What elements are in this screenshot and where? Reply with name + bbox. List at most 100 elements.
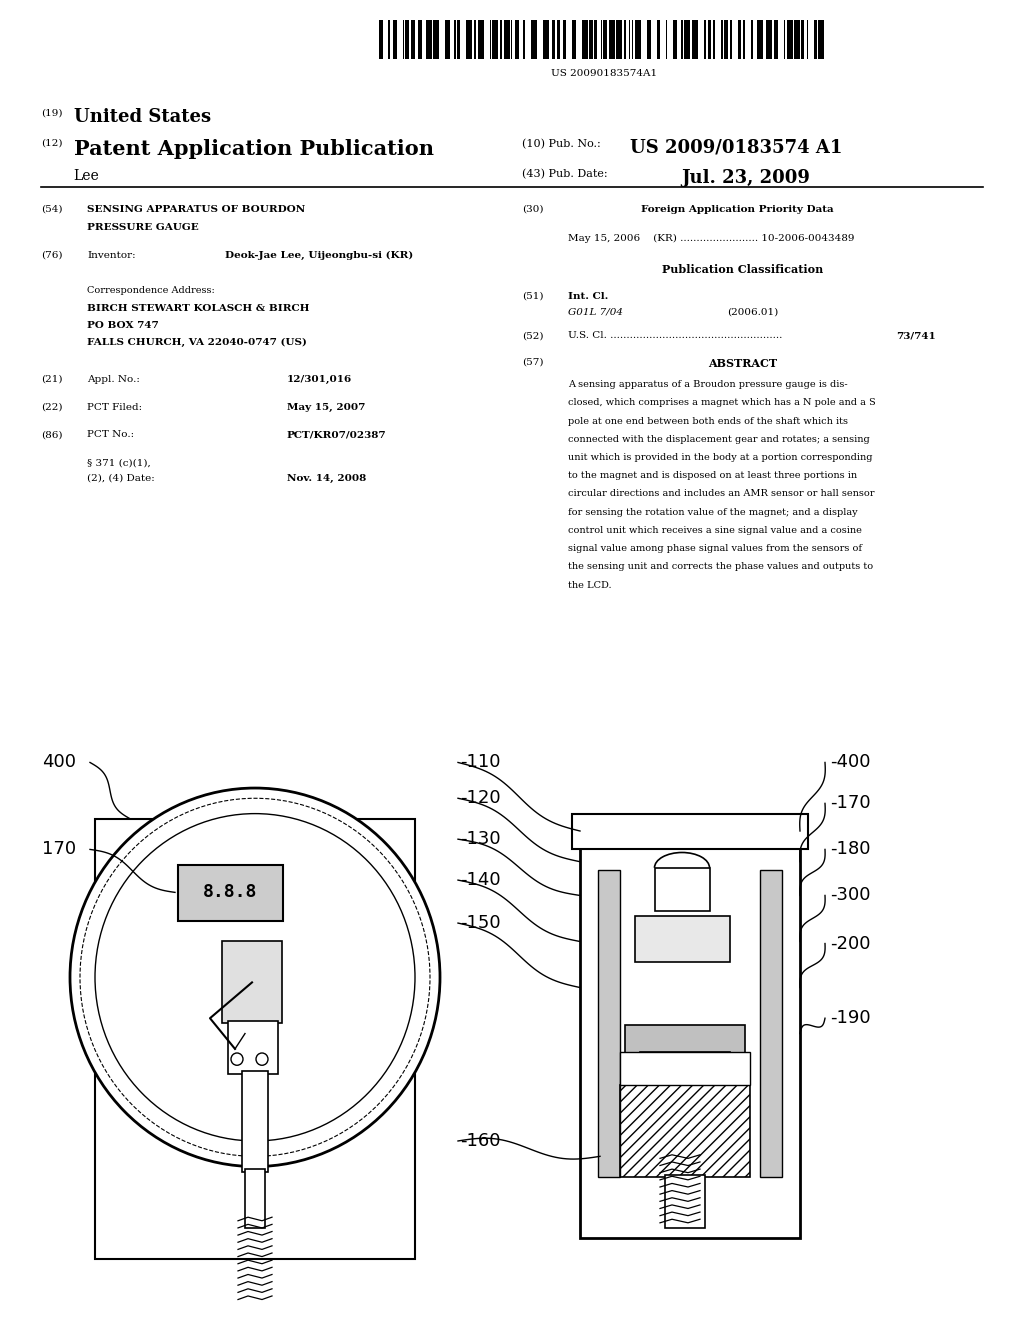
Bar xyxy=(709,20,711,59)
Text: (52): (52) xyxy=(522,331,544,341)
Text: (30): (30) xyxy=(522,205,544,214)
Text: Inventor:: Inventor: xyxy=(87,251,135,260)
Bar xyxy=(228,1022,278,1074)
Text: FALLS CHURCH, VA 22040-0747 (US): FALLS CHURCH, VA 22040-0747 (US) xyxy=(87,338,307,347)
Text: 400: 400 xyxy=(42,754,76,771)
Bar xyxy=(655,867,710,911)
Bar xyxy=(444,20,451,59)
Bar xyxy=(493,20,498,59)
Bar xyxy=(562,20,566,59)
Text: (76): (76) xyxy=(41,251,62,260)
Bar xyxy=(178,865,283,921)
Text: -160: -160 xyxy=(460,1133,501,1150)
Text: 8.8.8: 8.8.8 xyxy=(203,883,257,902)
Bar xyxy=(530,20,537,59)
Bar xyxy=(572,20,575,59)
Bar xyxy=(594,20,597,59)
Bar xyxy=(515,20,519,59)
Bar xyxy=(667,20,668,59)
Text: -120: -120 xyxy=(460,789,501,808)
Bar xyxy=(474,20,476,59)
Text: Nov. 14, 2008: Nov. 14, 2008 xyxy=(287,474,366,483)
Text: (86): (86) xyxy=(41,430,62,440)
Text: connected with the displacement gear and rotates; a sensing: connected with the displacement gear and… xyxy=(568,434,870,444)
Text: -150: -150 xyxy=(460,913,501,932)
Bar xyxy=(635,916,730,962)
Text: 12/301,016: 12/301,016 xyxy=(287,375,352,384)
Bar xyxy=(665,1175,705,1228)
Text: -190: -190 xyxy=(830,1010,870,1027)
Bar xyxy=(388,20,389,59)
Text: ABSTRACT: ABSTRACT xyxy=(708,358,777,368)
Bar xyxy=(557,20,560,59)
Bar xyxy=(817,20,823,59)
Text: May 15, 2006    (KR) ........................ 10-2006-0043489: May 15, 2006 (KR) ......................… xyxy=(568,234,855,243)
Text: US 20090183574A1: US 20090183574A1 xyxy=(551,69,657,78)
Bar xyxy=(379,20,383,59)
Bar xyxy=(787,20,794,59)
Text: (51): (51) xyxy=(522,292,544,301)
Text: signal value among phase signal values from the sensors of: signal value among phase signal values f… xyxy=(568,544,862,553)
Circle shape xyxy=(231,1053,243,1065)
Bar xyxy=(656,20,660,59)
Bar xyxy=(681,20,683,59)
Bar xyxy=(730,20,732,59)
Bar xyxy=(511,20,512,59)
Bar xyxy=(632,20,633,59)
Text: BIRCH STEWART KOLASCH & BIRCH: BIRCH STEWART KOLASCH & BIRCH xyxy=(87,304,309,313)
Text: 73/741: 73/741 xyxy=(896,331,936,341)
Bar xyxy=(478,20,484,59)
Bar xyxy=(802,20,804,59)
Bar xyxy=(402,20,404,59)
Bar xyxy=(635,20,641,59)
Text: Int. Cl.: Int. Cl. xyxy=(568,292,608,301)
Bar xyxy=(426,20,432,59)
Bar xyxy=(814,20,816,59)
Text: 170: 170 xyxy=(42,841,76,858)
Text: (57): (57) xyxy=(522,358,544,367)
Bar xyxy=(795,20,801,59)
Text: the LCD.: the LCD. xyxy=(568,581,612,590)
Text: May 15, 2007: May 15, 2007 xyxy=(287,403,366,412)
Text: Patent Application Publication: Patent Application Publication xyxy=(74,139,434,158)
Text: -110: -110 xyxy=(460,754,501,771)
Bar xyxy=(647,20,651,59)
Text: Deok-Jae Lee, Uijeongbu-si (KR): Deok-Jae Lee, Uijeongbu-si (KR) xyxy=(225,251,414,260)
Bar xyxy=(406,20,409,59)
Text: Jul. 23, 2009: Jul. 23, 2009 xyxy=(681,169,810,187)
Text: -400: -400 xyxy=(830,754,870,771)
Text: G01L 7/04: G01L 7/04 xyxy=(568,308,624,317)
Bar xyxy=(419,20,422,59)
Bar xyxy=(242,1072,268,1172)
Bar xyxy=(674,20,677,59)
Text: (2006.01): (2006.01) xyxy=(727,308,778,317)
Text: (10) Pub. No.:: (10) Pub. No.: xyxy=(522,139,601,149)
Bar xyxy=(95,818,415,1259)
Bar xyxy=(629,20,630,59)
Bar xyxy=(625,20,627,59)
Bar xyxy=(774,20,778,59)
Circle shape xyxy=(95,813,415,1140)
Bar xyxy=(766,20,772,59)
Text: -140: -140 xyxy=(460,871,501,890)
Circle shape xyxy=(256,1053,268,1065)
Text: circular directions and includes an AMR sensor or hall sensor: circular directions and includes an AMR … xyxy=(568,490,874,499)
Text: US 2009/0183574 A1: US 2009/0183574 A1 xyxy=(630,139,842,157)
Text: (2), (4) Date:: (2), (4) Date: xyxy=(87,474,155,483)
Bar xyxy=(620,1052,750,1085)
Bar xyxy=(616,20,622,59)
Text: -180: -180 xyxy=(830,841,870,858)
Text: Publication Classification: Publication Classification xyxy=(662,264,823,275)
Text: pole at one end between both ends of the shaft which its: pole at one end between both ends of the… xyxy=(568,417,848,425)
Bar xyxy=(807,20,808,59)
Bar xyxy=(603,20,607,59)
Bar xyxy=(598,870,620,1177)
Text: to the magnet and is disposed on at least three portions in: to the magnet and is disposed on at leas… xyxy=(568,471,857,480)
Bar xyxy=(721,20,723,59)
Text: -130: -130 xyxy=(460,830,501,849)
Text: PCT/KR07/02387: PCT/KR07/02387 xyxy=(287,430,386,440)
Text: United States: United States xyxy=(74,108,211,127)
Text: (43) Pub. Date:: (43) Pub. Date: xyxy=(522,169,608,180)
Text: the sensing unit and corrects the phase values and outputs to: the sensing unit and corrects the phase … xyxy=(568,562,873,572)
Bar xyxy=(784,20,785,59)
